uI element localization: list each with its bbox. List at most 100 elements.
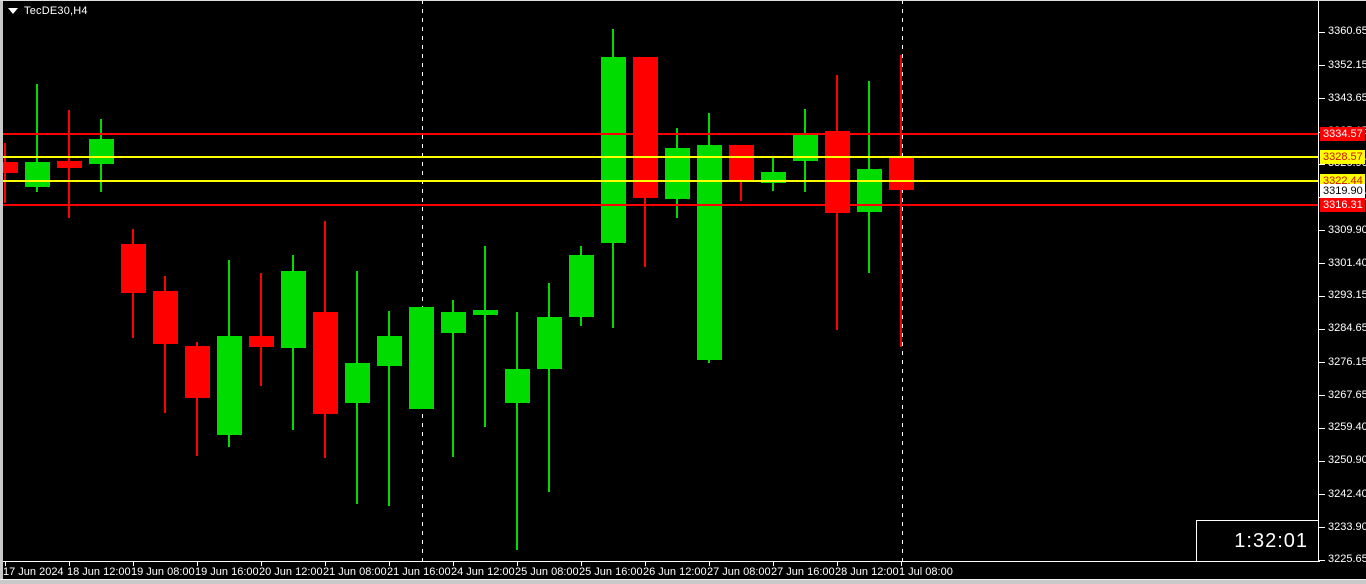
time-tick-label: 25 Jun 08:00 bbox=[515, 566, 579, 578]
candle-countdown-box: 1:32:01 bbox=[1196, 520, 1318, 561]
price-tick-label: 3360.65 bbox=[1328, 25, 1366, 38]
candle-body bbox=[313, 311, 338, 415]
candle-body bbox=[825, 130, 850, 214]
time-axis-tick bbox=[837, 561, 838, 566]
time-tick-label: 17 Jun 2024 bbox=[3, 566, 64, 578]
time-tick-label: 26 Jun 12:00 bbox=[643, 566, 707, 578]
price-axis-tick bbox=[1319, 527, 1325, 529]
price-tick-label: 3250.90 bbox=[1328, 454, 1366, 467]
candle-body bbox=[153, 291, 178, 345]
price-tick-label: 3352.15 bbox=[1328, 58, 1366, 71]
week-separator-line bbox=[902, 0, 903, 561]
time-axis-tick bbox=[133, 561, 134, 566]
price-axis-tick bbox=[1319, 65, 1325, 66]
candle-body bbox=[0, 161, 18, 174]
price-axis-tick bbox=[1319, 559, 1325, 561]
candle-wick bbox=[196, 342, 198, 457]
candle-wick bbox=[388, 311, 390, 507]
candle-body bbox=[761, 171, 786, 183]
price-tick-label: 3233.90 bbox=[1328, 520, 1366, 533]
time-axis-tick bbox=[197, 561, 198, 566]
time-tick-label: 27 Jun 16:00 bbox=[771, 566, 835, 578]
candle-wick bbox=[164, 276, 166, 413]
time-tick-label: 27 Jun 08:00 bbox=[707, 566, 771, 578]
candle-body bbox=[537, 317, 562, 369]
candle-wick bbox=[452, 300, 454, 457]
symbol-dropdown-icon[interactable] bbox=[8, 8, 18, 14]
price-axis-tick bbox=[1319, 295, 1325, 297]
candle-body bbox=[441, 311, 466, 333]
price-line-label: 3316.31 bbox=[1320, 198, 1365, 213]
price-axis-tick bbox=[1319, 494, 1325, 495]
time-axis-tick bbox=[261, 561, 262, 566]
symbol-label: TecDE30,H4 bbox=[8, 4, 88, 18]
plot-area[interactable] bbox=[0, 0, 1319, 561]
price-line-label: 3334.57 bbox=[1320, 126, 1365, 141]
price-line-label: 3328.57 bbox=[1320, 150, 1365, 165]
candle-wick bbox=[900, 55, 902, 348]
candle-body bbox=[217, 336, 242, 435]
time-axis[interactable]: 17 Jun 2024 18 Jun 12:00 19 Jun 08:00 19 Ju… bbox=[0, 561, 1366, 580]
time-axis-tick bbox=[901, 561, 902, 566]
price-level-line[interactable] bbox=[0, 132, 1318, 135]
time-axis-tick bbox=[773, 561, 774, 566]
candle-body bbox=[89, 139, 114, 165]
candle-body bbox=[185, 345, 210, 398]
time-axis-tick bbox=[453, 561, 454, 566]
time-axis-tick bbox=[389, 561, 390, 566]
candle-wick bbox=[484, 245, 486, 427]
price-tick-label: 3293.15 bbox=[1328, 289, 1366, 302]
candle-body bbox=[505, 369, 530, 403]
price-axis-tick bbox=[1319, 263, 1325, 265]
candle-body bbox=[729, 145, 754, 183]
price-line-label: 3319.90 bbox=[1320, 184, 1365, 199]
time-tick-label: 24 Jun 12:00 bbox=[451, 566, 515, 578]
price-tick-label: 3259.40 bbox=[1328, 421, 1366, 434]
candle-body bbox=[697, 145, 722, 360]
candle-body bbox=[569, 255, 594, 318]
time-tick-label: 18 Jun 12:00 bbox=[67, 566, 131, 578]
candle-body bbox=[601, 56, 626, 243]
time-axis-tick bbox=[645, 561, 646, 566]
candle-wick bbox=[548, 283, 550, 492]
price-tick-label: 3309.90 bbox=[1328, 223, 1366, 236]
time-axis-tick bbox=[709, 561, 710, 566]
price-tick-label: 3276.15 bbox=[1328, 355, 1366, 368]
candle-body bbox=[473, 310, 498, 316]
price-axis-tick bbox=[1319, 395, 1325, 397]
symbol-period-text: TecDE30,H4 bbox=[24, 5, 88, 17]
price-level-line[interactable] bbox=[0, 180, 1318, 183]
time-tick-label: 21 Jun 08:00 bbox=[323, 566, 387, 578]
candle-wick bbox=[516, 311, 518, 550]
price-axis-tick bbox=[1319, 163, 1325, 165]
time-axis-tick bbox=[5, 561, 6, 566]
time-tick-label: 19 Jun 16:00 bbox=[195, 566, 259, 578]
price-axis-tick bbox=[1319, 362, 1325, 364]
price-tick-label: 3343.65 bbox=[1328, 91, 1366, 104]
week-separator-line bbox=[422, 0, 423, 561]
price-axis-tick bbox=[1319, 328, 1325, 330]
time-tick-label: 19 Jun 08:00 bbox=[131, 566, 195, 578]
candle-body bbox=[121, 244, 146, 293]
candle-body bbox=[377, 335, 402, 366]
price-axis[interactable]: 3360.653352.153343.653335.153326.903318.… bbox=[1319, 0, 1366, 565]
time-axis-tick bbox=[325, 561, 326, 566]
candle-body bbox=[409, 306, 434, 410]
candle-wick bbox=[260, 273, 262, 386]
price-axis-tick bbox=[1319, 427, 1325, 429]
time-axis-tick bbox=[69, 561, 70, 566]
price-level-line[interactable] bbox=[0, 156, 1318, 159]
window-border-bottom bbox=[0, 579, 1366, 584]
price-axis-tick bbox=[1319, 460, 1325, 462]
price-level-line[interactable] bbox=[0, 204, 1318, 207]
price-tick-label: 3301.40 bbox=[1328, 256, 1366, 269]
candle-body bbox=[281, 271, 306, 348]
countdown-timer: 1:32:01 bbox=[1234, 529, 1308, 552]
time-tick-label: 25 Jun 16:00 bbox=[579, 566, 643, 578]
candle-body bbox=[57, 161, 82, 168]
time-tick-label: 20 Jun 12:00 bbox=[259, 566, 323, 578]
candle-body bbox=[633, 56, 658, 198]
price-tick-label: 3242.40 bbox=[1328, 487, 1366, 500]
price-axis-tick bbox=[1319, 98, 1325, 100]
